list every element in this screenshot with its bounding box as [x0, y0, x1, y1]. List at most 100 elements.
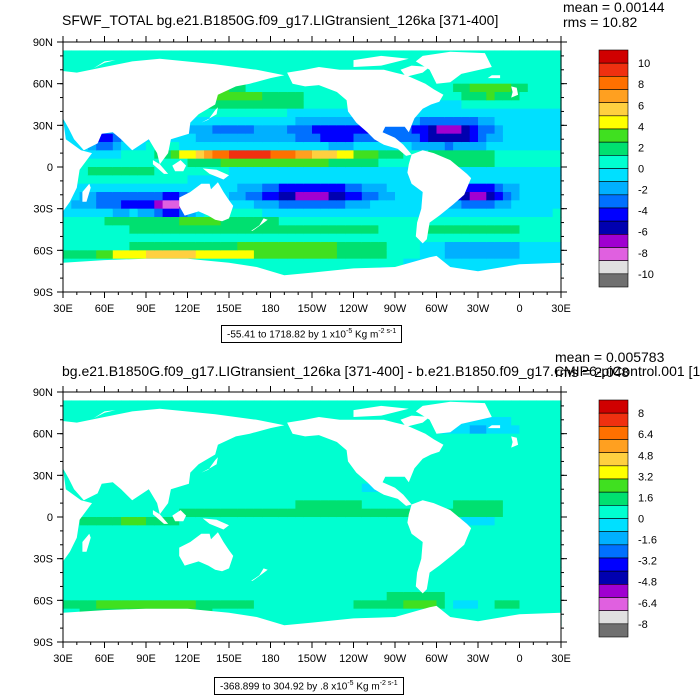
- panel1-field-cell: [287, 258, 296, 268]
- panel2-field-cell: [195, 500, 205, 510]
- panel2-field-cell: [494, 417, 504, 426]
- panel1-field-cell: [411, 242, 421, 251]
- panel1-field-cell: [519, 67, 529, 76]
- panel1-field-cell: [312, 208, 321, 218]
- panel2-field-cell: [312, 492, 321, 501]
- panel1-field-cell: [104, 250, 114, 260]
- panel2-field-cell: [204, 500, 213, 510]
- panel1-field-cell: [71, 233, 81, 243]
- panel1-field-cell: [486, 67, 496, 76]
- panel2-field-cell: [245, 467, 255, 476]
- panel1-field-cell: [419, 125, 429, 135]
- panel2-field-cell: [478, 475, 487, 485]
- panel2-field-cell: [453, 592, 462, 601]
- panel1-field-cell: [386, 225, 396, 235]
- panel2-field-cell: [395, 592, 404, 601]
- panel2-field-cell: [112, 525, 122, 535]
- panel2-field-cell: [436, 475, 446, 485]
- panel1-field-cell: [237, 258, 247, 268]
- panel2-field-cell: [195, 575, 205, 585]
- panel1-field-cell: [303, 267, 313, 276]
- panel2-field-cell: [519, 583, 529, 593]
- panel2-colorbar-swatch: [598, 544, 629, 559]
- panel2-field-cell: [378, 608, 388, 618]
- panel2-field-cell: [494, 567, 504, 576]
- panel1-field-cell: [511, 208, 521, 218]
- panel2-field-cell: [278, 608, 288, 618]
- panel2-field-cell: [112, 600, 122, 610]
- panel1-field-cell: [204, 217, 213, 226]
- panel2-field-cell: [519, 608, 529, 618]
- panel1-field-cell: [486, 183, 496, 193]
- panel2-field-cell: [486, 567, 496, 576]
- panel2-field-cell: [137, 533, 147, 543]
- panel2-field-cell: [87, 408, 97, 418]
- panel1-field-cell: [71, 67, 81, 76]
- panel1-field-cell: [270, 200, 280, 210]
- panel2-field-cell: [370, 517, 379, 526]
- panel2-field-cell: [544, 483, 554, 493]
- panel2-field-cell: [303, 492, 313, 501]
- panel1-field-cell: [146, 158, 155, 168]
- panel1-field-cell: [154, 50, 164, 60]
- panel1-field-cell: [146, 217, 155, 226]
- panel1-field-cell: [544, 67, 554, 76]
- panel1-field-cell: [361, 192, 371, 201]
- panel2-field-cell: [486, 575, 496, 585]
- panel1-field-cell: [444, 150, 454, 160]
- panel2-field-cell: [552, 558, 562, 568]
- panel1-field-cell: [511, 150, 521, 160]
- panel2-field-cell: [87, 533, 97, 543]
- panel2-field-cell: [444, 458, 454, 468]
- panel2-field-cell: [270, 492, 280, 501]
- panel2-field-cell: [278, 508, 288, 518]
- panel2-field-cell: [146, 583, 155, 593]
- panel2-field-cell: [544, 433, 554, 443]
- panel1-field-cell: [370, 250, 379, 260]
- panel1-field-cell: [253, 167, 263, 176]
- panel1-field-cell: [453, 100, 462, 110]
- panel2-field-cell: [212, 508, 222, 518]
- panel1-field-cell: [519, 208, 529, 218]
- panel2-field-cell: [187, 467, 197, 476]
- panel2-field-cell: [187, 533, 197, 543]
- panel1-field-cell: [552, 192, 562, 201]
- panel1-field-cell: [436, 217, 446, 226]
- panel2-field-cell: [486, 442, 496, 451]
- panel2-rms: rms = 2.048: [555, 364, 630, 380]
- panel2-field-cell: [253, 525, 263, 535]
- panel1-colorbar-label: 0: [638, 164, 644, 176]
- panel1-field-cell: [229, 242, 238, 251]
- panel1-field-cell: [469, 208, 479, 218]
- panel1-field-cell: [287, 108, 296, 118]
- panel2-field-cell: [552, 533, 562, 543]
- panel1-colorbar-swatch: [598, 89, 629, 103]
- panel2-field-cell: [253, 500, 263, 510]
- panel2-field-cell: [295, 400, 305, 410]
- panel2-field-cell: [112, 408, 122, 418]
- panel2-field-cell: [478, 508, 487, 518]
- panel1-field-cell: [502, 258, 512, 268]
- panel2-field-cell: [536, 417, 545, 426]
- panel2-field-cell: [170, 600, 180, 610]
- panel2-field-cell: [469, 583, 479, 593]
- panel1-field-cell: [79, 50, 89, 60]
- panel1-field-cell: [245, 200, 255, 210]
- panel1-field-cell: [104, 167, 114, 176]
- panel1-field-cell: [278, 242, 288, 251]
- panel2-field-cell: [295, 483, 305, 493]
- panel2-field-cell: [336, 525, 346, 535]
- panel1-field-cell: [303, 258, 313, 268]
- panel1-field-cell: [469, 167, 479, 176]
- panel1-field-cell: [220, 92, 230, 101]
- panel2-field-cell: [104, 508, 114, 518]
- panel1-field-cell: [237, 217, 247, 226]
- panel2-field-cell: [187, 567, 197, 576]
- panel1-field-cell: [502, 233, 512, 243]
- panel2-field-cell: [146, 517, 155, 526]
- panel1-field-cell: [63, 225, 72, 235]
- panel2-field-cell: [104, 550, 114, 560]
- panel2-field-cell: [502, 608, 512, 618]
- panel2-field-cell: [295, 583, 305, 593]
- panel2-field-cell: [536, 567, 545, 576]
